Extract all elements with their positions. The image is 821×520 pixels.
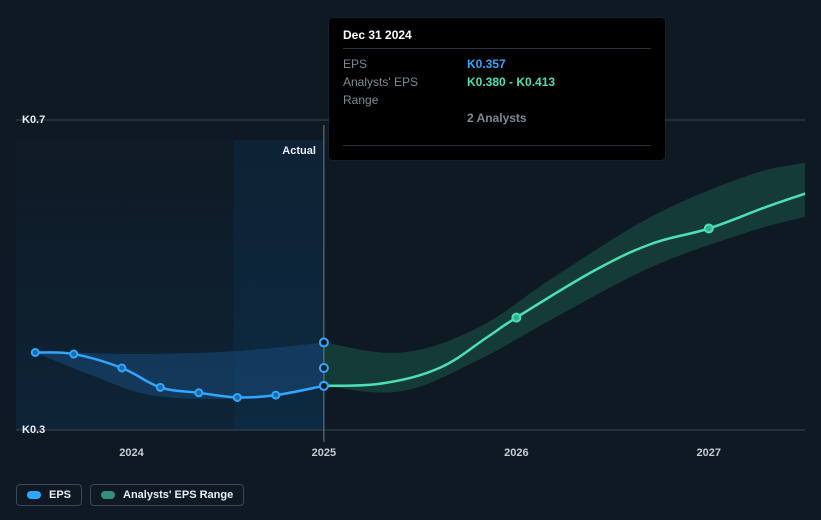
y-axis-label: K0.3	[22, 424, 45, 436]
chart-legend: EPS Analysts' EPS Range	[16, 484, 244, 506]
eps-point	[157, 384, 164, 391]
eps-range-forecast	[324, 163, 805, 393]
x-axis-label: 2026	[504, 447, 528, 459]
y-axis-label: K0.7	[22, 114, 45, 126]
tooltip-row-range: Analysts' EPS Range K0.380 - K0.413	[343, 73, 651, 109]
tooltip-key: EPS	[343, 55, 455, 73]
tooltip-value: K0.357	[467, 55, 506, 73]
range-marker	[320, 338, 328, 346]
legend-item-eps[interactable]: EPS	[16, 484, 82, 506]
legend-item-range[interactable]: Analysts' EPS Range	[90, 484, 244, 506]
eps-point	[272, 392, 279, 399]
tooltip-subtext: 2 Analysts	[467, 109, 651, 127]
range-marker	[320, 382, 328, 390]
tooltip-value: K0.380 - K0.413	[467, 73, 555, 109]
legend-swatch-icon	[101, 491, 115, 499]
tooltip-footer-divider	[343, 145, 651, 146]
x-axis-label: 2027	[697, 447, 721, 459]
chart-tooltip: Dec 31 2024 EPS K0.357 Analysts' EPS Ran…	[329, 18, 665, 160]
tooltip-date: Dec 31 2024	[343, 28, 651, 49]
legend-label: EPS	[49, 489, 71, 501]
eps-point	[70, 351, 77, 358]
eps-point	[32, 349, 39, 356]
x-axis-label: 2024	[119, 447, 144, 459]
x-axis-label: 2025	[312, 447, 336, 459]
tooltip-key: Analysts' EPS Range	[343, 73, 455, 109]
tooltip-row-eps: EPS K0.357	[343, 55, 651, 73]
forecast-point	[512, 314, 520, 322]
legend-swatch-icon	[27, 491, 41, 499]
eps-point	[195, 389, 202, 396]
forecast-point	[705, 225, 713, 233]
legend-label: Analysts' EPS Range	[123, 489, 233, 501]
range-marker	[320, 364, 328, 372]
eps-point	[234, 394, 241, 401]
eps-point	[118, 365, 125, 372]
region-label-actual: Actual	[282, 145, 316, 157]
